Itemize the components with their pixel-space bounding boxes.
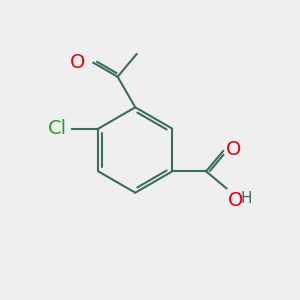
Text: O: O [226, 140, 241, 159]
Text: H: H [241, 191, 252, 206]
Text: Cl: Cl [48, 119, 68, 138]
Text: O: O [70, 53, 85, 72]
Text: O: O [228, 191, 243, 210]
